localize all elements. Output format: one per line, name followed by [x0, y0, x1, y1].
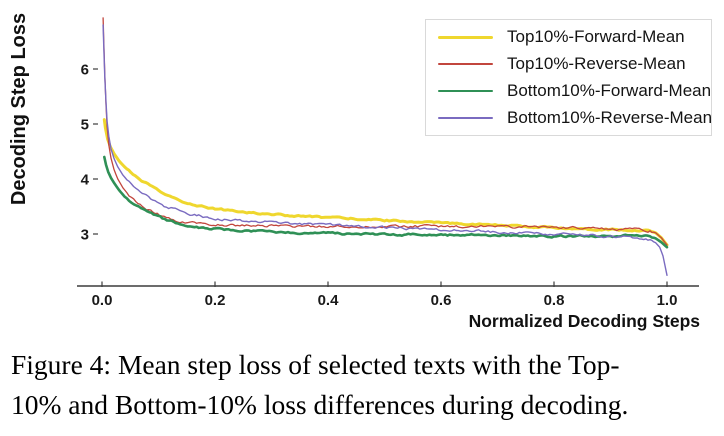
x-tick-label: 1.0	[657, 292, 678, 309]
caption-line-1: Figure 4: Mean step loss of selected tex…	[11, 349, 620, 380]
legend-item-2: Top10%-Reverse-Mean	[426, 51, 711, 78]
figure-caption: Figure 4: Mean step loss of selected tex…	[11, 345, 718, 425]
y-tick-label: 4	[81, 172, 90, 189]
plot-area: Decoding Step Loss 3 4 5 6 0.0 0.2 0.4 0.6 0.8 1…	[8, 13, 701, 331]
x-tick-label: 0.4	[318, 292, 340, 309]
y-tick-label: 5	[81, 117, 89, 134]
x-axis-title: Normalized Decoding Steps	[469, 311, 701, 331]
legend-label: Top10%-Reverse-Mean	[507, 54, 686, 73]
y-axis-title: Decoding Step Loss	[8, 13, 30, 205]
legend-item-3: Bottom10%-Forward-Mean	[426, 78, 711, 105]
legend-item-1: Top10%-Forward-Mean	[426, 24, 711, 51]
x-tick-label: 0.8	[544, 292, 565, 309]
series-line-2	[102, 17, 668, 246]
legend-box: Top10%-Forward-Mean Top10%-Reverse-Mean Bo…	[425, 19, 712, 136]
x-tick-label: 0.2	[205, 292, 226, 309]
legend-item-4: Bottom10%-Reverse-Mean	[426, 105, 713, 132]
series-line-4	[102, 24, 668, 276]
y-axis-ticks: 3 4 5 6	[81, 62, 98, 244]
y-tick-label: 3	[81, 227, 89, 244]
line-chart: Decoding Step Loss 3 4 5 6 0.0 0.2 0.4 0.6 0.8 1…	[8, 13, 701, 331]
legend-label: Bottom10%-Reverse-Mean	[507, 108, 713, 127]
legend-line-swatch	[438, 117, 493, 119]
legend-line-swatch	[438, 63, 493, 65]
x-tick-label: 0.0	[92, 292, 113, 309]
legend-line-swatch	[438, 89, 493, 93]
x-tick-label: 0.6	[431, 292, 452, 309]
series-lines	[102, 17, 669, 276]
series-line-3	[103, 155, 669, 249]
legend-label: Top10%-Forward-Mean	[507, 27, 685, 46]
legend-line-swatch	[438, 35, 493, 39]
legend-label: Bottom10%-Forward-Mean	[507, 81, 712, 100]
caption-line-2: 10% and Bottom-10% loss differences duri…	[11, 389, 629, 420]
x-axis-ticks: 0.0 0.2 0.4 0.6 0.8 1.0	[92, 281, 678, 309]
y-tick-label: 6	[81, 62, 89, 79]
series-line-1	[102, 118, 669, 247]
